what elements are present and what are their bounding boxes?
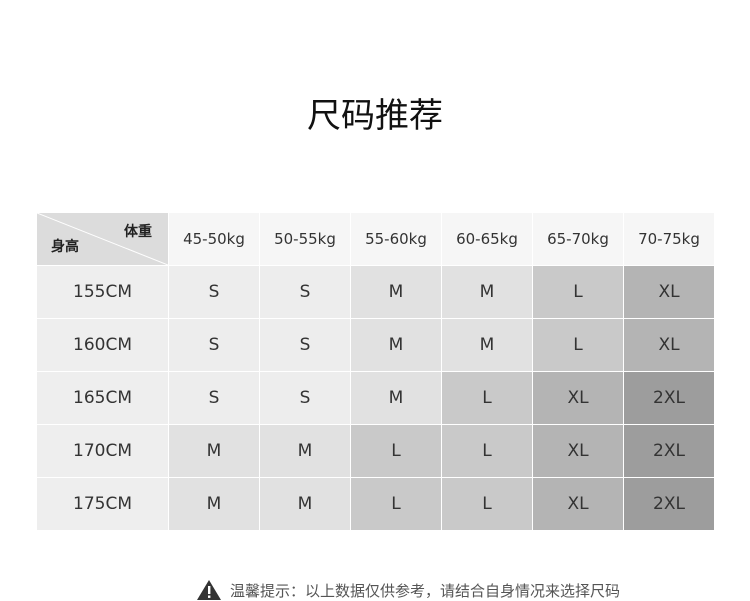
- size-cell: L: [441, 424, 533, 478]
- size-cell: XL: [532, 371, 624, 425]
- size-cell: M: [168, 477, 260, 531]
- size-cell: S: [259, 371, 351, 425]
- size-cell: S: [168, 371, 260, 425]
- tip-text: 温馨提示：以上数据仅供参考，请结合自身情况来选择尺码: [230, 581, 621, 600]
- size-cell: XL: [623, 318, 715, 372]
- size-table: 体重 身高 45-50kg 50-55kg 55-60kg 60-65kg 65-70k…: [36, 212, 715, 531]
- weight-header: 70-75kg: [623, 212, 715, 266]
- diagonal-line: [37, 213, 168, 265]
- size-cell: 2XL: [623, 477, 715, 531]
- size-cell: S: [259, 318, 351, 372]
- weight-header: 55-60kg: [350, 212, 442, 266]
- height-cell: 165CM: [36, 371, 169, 425]
- size-cell: 2XL: [623, 424, 715, 478]
- size-cell: XL: [623, 265, 715, 319]
- height-cell: 155CM: [36, 265, 169, 319]
- size-cell: XL: [532, 477, 624, 531]
- size-cell: S: [259, 265, 351, 319]
- weight-header: 65-70kg: [532, 212, 624, 266]
- height-cell: 160CM: [36, 318, 169, 372]
- weight-header: 60-65kg: [441, 212, 533, 266]
- tip: 温馨提示：以上数据仅供参考，请结合自身情况来选择尺码: [196, 579, 620, 601]
- height-cell: 175CM: [36, 477, 169, 531]
- size-cell: L: [350, 477, 442, 531]
- page-title: 尺码推荐: [307, 96, 443, 136]
- size-cell: M: [441, 318, 533, 372]
- size-cell: M: [350, 318, 442, 372]
- size-cell: L: [532, 318, 624, 372]
- size-cell: M: [350, 265, 442, 319]
- table-row: 160CM S S M M L XL: [36, 318, 715, 372]
- size-cell: M: [350, 371, 442, 425]
- size-cell: 2XL: [623, 371, 715, 425]
- table-row: 175CM M M L L XL 2XL: [36, 477, 715, 531]
- table-row: 155CM S S M M L XL: [36, 265, 715, 319]
- warning-icon: [197, 580, 221, 600]
- size-cell: S: [168, 265, 260, 319]
- size-cell: M: [441, 265, 533, 319]
- size-cell: L: [441, 477, 533, 531]
- size-cell: L: [532, 265, 624, 319]
- size-cell: S: [168, 318, 260, 372]
- size-cell: M: [259, 424, 351, 478]
- height-label: 身高: [51, 239, 79, 255]
- weight-label: 体重: [124, 224, 152, 240]
- weight-header: 45-50kg: [168, 212, 260, 266]
- header-row: 体重 身高 45-50kg 50-55kg 55-60kg 60-65kg 65-70k…: [36, 212, 715, 266]
- table-row: 170CM M M L L XL 2XL: [36, 424, 715, 478]
- height-cell: 170CM: [36, 424, 169, 478]
- weight-header: 50-55kg: [259, 212, 351, 266]
- corner-cell: 体重 身高: [36, 212, 169, 266]
- size-cell: L: [441, 371, 533, 425]
- table-row: 165CM S S M L XL 2XL: [36, 371, 715, 425]
- size-cell: M: [259, 477, 351, 531]
- size-cell: L: [350, 424, 442, 478]
- size-cell: XL: [532, 424, 624, 478]
- size-cell: M: [168, 424, 260, 478]
